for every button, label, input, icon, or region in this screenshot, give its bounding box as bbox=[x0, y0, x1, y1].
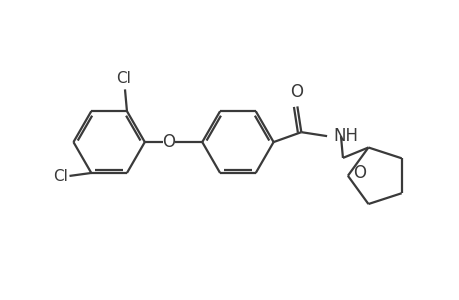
Text: O: O bbox=[289, 83, 302, 101]
Text: O: O bbox=[352, 164, 365, 182]
Text: Cl: Cl bbox=[116, 71, 131, 86]
Text: Cl: Cl bbox=[52, 169, 67, 184]
Text: O: O bbox=[162, 133, 175, 151]
Text: NH: NH bbox=[332, 127, 357, 145]
